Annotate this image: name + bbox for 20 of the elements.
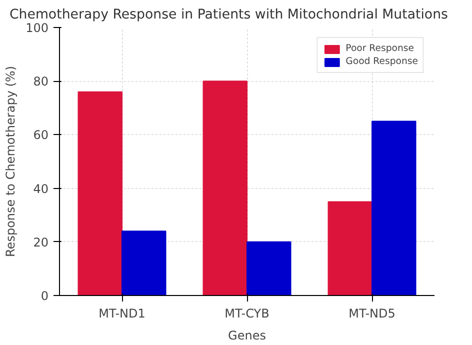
bar <box>122 230 166 296</box>
x-tick-label: MT-CYB <box>224 306 270 320</box>
bar <box>202 80 248 296</box>
y-tick-label: 40 <box>33 182 49 196</box>
legend-label: Good Response <box>346 56 418 67</box>
y-tick-label: 0 <box>40 289 49 303</box>
x-axis-title: Genes <box>228 328 266 342</box>
x-tick-label: MT-ND1 <box>98 306 146 320</box>
y-tick-label: 100 <box>26 21 48 35</box>
y-tick-label: 80 <box>33 74 49 89</box>
y-tick-label: 20 <box>33 235 49 250</box>
bar <box>328 201 372 296</box>
bar <box>246 241 292 296</box>
x-tick-label: MT-ND5 <box>348 306 396 320</box>
chart-title: Chemotherapy Response in Patients with Mitochondrial Mutations <box>10 8 448 22</box>
bar <box>372 120 416 296</box>
legend-label: Poor Response <box>346 43 414 54</box>
bar <box>78 91 122 296</box>
y-axis-title: Response to Chemotherapy (%) <box>4 66 18 257</box>
y-tick-label: 60 <box>33 128 49 142</box>
